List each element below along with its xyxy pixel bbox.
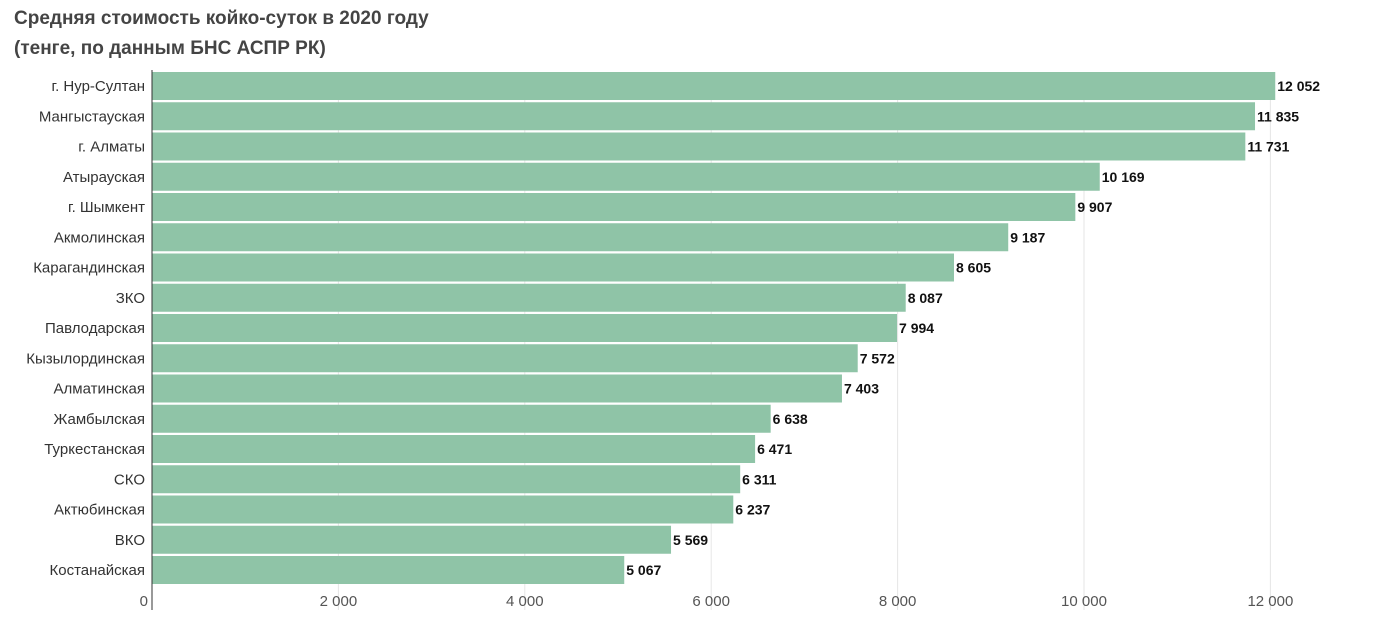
bar	[152, 435, 756, 463]
category-label: Костанайская	[50, 562, 146, 579]
x-tick-label: 8 000	[879, 593, 917, 610]
bar	[152, 495, 734, 524]
x-tick-label: 2 000	[320, 593, 358, 610]
bar	[152, 283, 906, 312]
data-label: 8 087	[908, 290, 943, 306]
bar	[152, 525, 672, 554]
bar	[152, 404, 771, 433]
category-label: Павлодарская	[45, 320, 145, 337]
data-label: 6 311	[742, 471, 776, 487]
category-label: г. Нур-Султан	[51, 78, 145, 95]
category-label: Кызылординская	[26, 350, 145, 367]
data-label: 7 403	[844, 381, 879, 397]
data-label: 12 052	[1277, 78, 1320, 94]
bar	[152, 72, 1276, 100]
data-label: 11 731	[1247, 139, 1289, 155]
bar	[152, 102, 1256, 131]
bar	[152, 556, 625, 584]
x-tick-label: 10 000	[1061, 593, 1107, 610]
bar	[152, 132, 1246, 161]
bar	[152, 344, 858, 373]
category-label: ВКО	[115, 532, 145, 549]
data-label: 9 907	[1077, 199, 1112, 215]
data-label: 5 067	[626, 562, 661, 578]
category-label: ЗКО	[116, 290, 145, 307]
data-label: 6 237	[735, 502, 770, 518]
data-label: 5 569	[673, 532, 708, 548]
data-label: 7 572	[860, 350, 895, 366]
data-label: 7 994	[899, 320, 934, 336]
category-label: Туркестанская	[44, 441, 145, 458]
data-label: 10 169	[1102, 169, 1145, 185]
bar	[152, 162, 1100, 191]
x-tick-label: 4 000	[506, 593, 544, 610]
chart-subtitle: (тенге, по данным БНС АСПР РК)	[14, 38, 326, 59]
data-label: 11 835	[1257, 108, 1299, 124]
bar	[152, 223, 1009, 252]
data-label: 9 187	[1010, 229, 1045, 245]
category-label: Алматинская	[54, 381, 145, 398]
x-tick-label: 6 000	[692, 593, 730, 610]
category-label: Атырауская	[63, 169, 145, 186]
category-label: Карагандинская	[33, 260, 145, 277]
category-label: Акмолинская	[54, 229, 145, 246]
category-label: Актюбинская	[54, 502, 145, 519]
data-label: 6 638	[773, 411, 808, 427]
category-label: г. Шымкент	[68, 199, 145, 216]
bar	[152, 314, 898, 342]
chart-title: Средняя стоимость койко-суток в 2020 год…	[14, 8, 429, 29]
bar	[152, 465, 741, 494]
bar	[152, 374, 842, 403]
category-label: Мангыстауская	[39, 108, 145, 125]
category-label: Жамбылская	[54, 411, 146, 428]
category-label: г. Алматы	[78, 139, 145, 156]
chart-title-block: Средняя стоимость койко-суток в 2020 год…	[14, 4, 429, 64]
x-tick-label: 12 000	[1247, 593, 1293, 610]
bar	[152, 193, 1076, 221]
bar	[152, 253, 954, 282]
data-label: 8 605	[956, 260, 991, 276]
category-label: СКО	[114, 471, 145, 488]
x-tick-label: 0	[140, 593, 148, 610]
data-label: 6 471	[757, 441, 792, 457]
